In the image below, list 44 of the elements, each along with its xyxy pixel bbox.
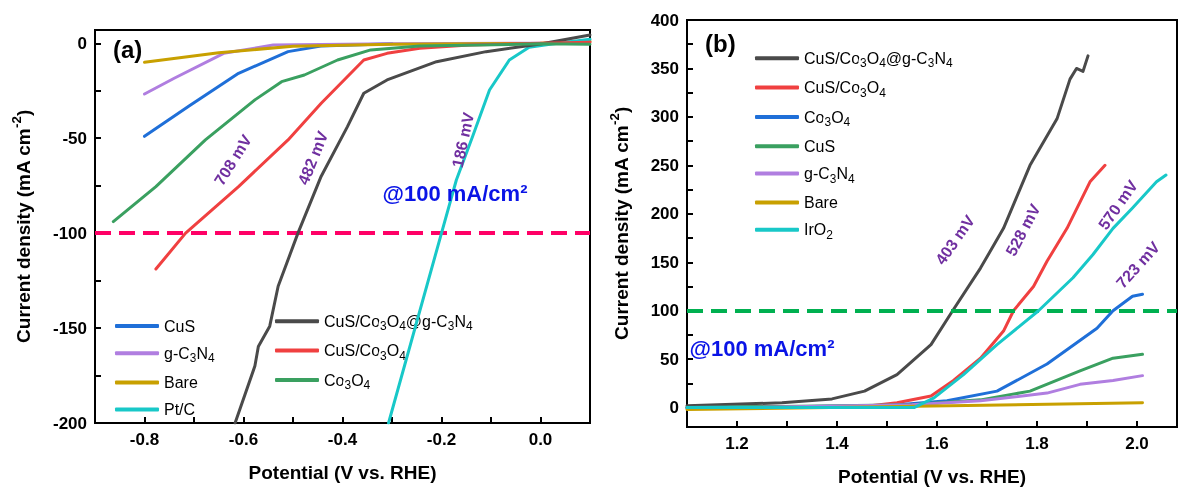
legend-label: CuS (804, 137, 836, 155)
y-tick-label: -200 (52, 413, 87, 433)
legend-label: Pt/C (164, 400, 196, 418)
x-tick-label: -0.8 (129, 430, 160, 449)
annotation: 528 mV (1002, 200, 1044, 259)
x-tick-label: 0.0 (528, 430, 553, 449)
legend-label: CuS (164, 317, 196, 335)
y-tick-label: 400 (650, 10, 679, 30)
y-tick-label: 300 (650, 107, 679, 127)
y-tick-label: 0 (77, 33, 87, 53)
x-tick-label: 1.6 (925, 434, 949, 453)
annotation: @100 mA/cm² (689, 335, 835, 361)
y-tick-label: 350 (650, 58, 679, 78)
line-series (111, 42, 592, 224)
y-tick-label: -100 (52, 223, 87, 243)
y-tick-label: 250 (650, 155, 679, 175)
y-tick-label: -50 (62, 128, 87, 148)
annotation: 708 mV (210, 131, 256, 189)
x-tick-label: -0.2 (426, 430, 457, 449)
x-axis-title: Potential (V vs. RHE) (838, 466, 1026, 487)
y-tick-label: -150 (52, 318, 87, 338)
x-tick-label: 1.8 (1025, 434, 1049, 453)
y-axis-title: Current density (mA cm-2) (607, 106, 632, 340)
annotation: 403 mV (931, 211, 979, 268)
y-tick-label: 100 (650, 301, 679, 321)
y-tick-label: 200 (650, 204, 679, 224)
x-tick-label: -0.4 (327, 430, 358, 449)
legend-label: Bare (804, 194, 838, 212)
x-tick-label: -0.6 (228, 430, 259, 449)
x-tick-label: 1.2 (725, 434, 749, 453)
y-tick-label: 50 (660, 349, 679, 369)
annotation: 482 mV (294, 128, 332, 188)
legend-label: Bare (164, 373, 198, 391)
chart-title: (a) (113, 35, 143, 63)
y-tick-label: 0 (669, 398, 679, 418)
y-axis-title: Current density (mA cm-2) (9, 109, 34, 343)
x-tick-label: 2.0 (1125, 434, 1149, 453)
annotation: 570 mV (1094, 176, 1142, 233)
annotation: 723 mV (1112, 238, 1164, 292)
x-axis-title: Potential (V vs. RHE) (248, 462, 437, 483)
annotation: 186 mV (448, 110, 478, 170)
x-tick-label: 1.4 (825, 434, 850, 453)
y-tick-label: 150 (650, 252, 679, 272)
chart-title: (b) (705, 29, 736, 57)
